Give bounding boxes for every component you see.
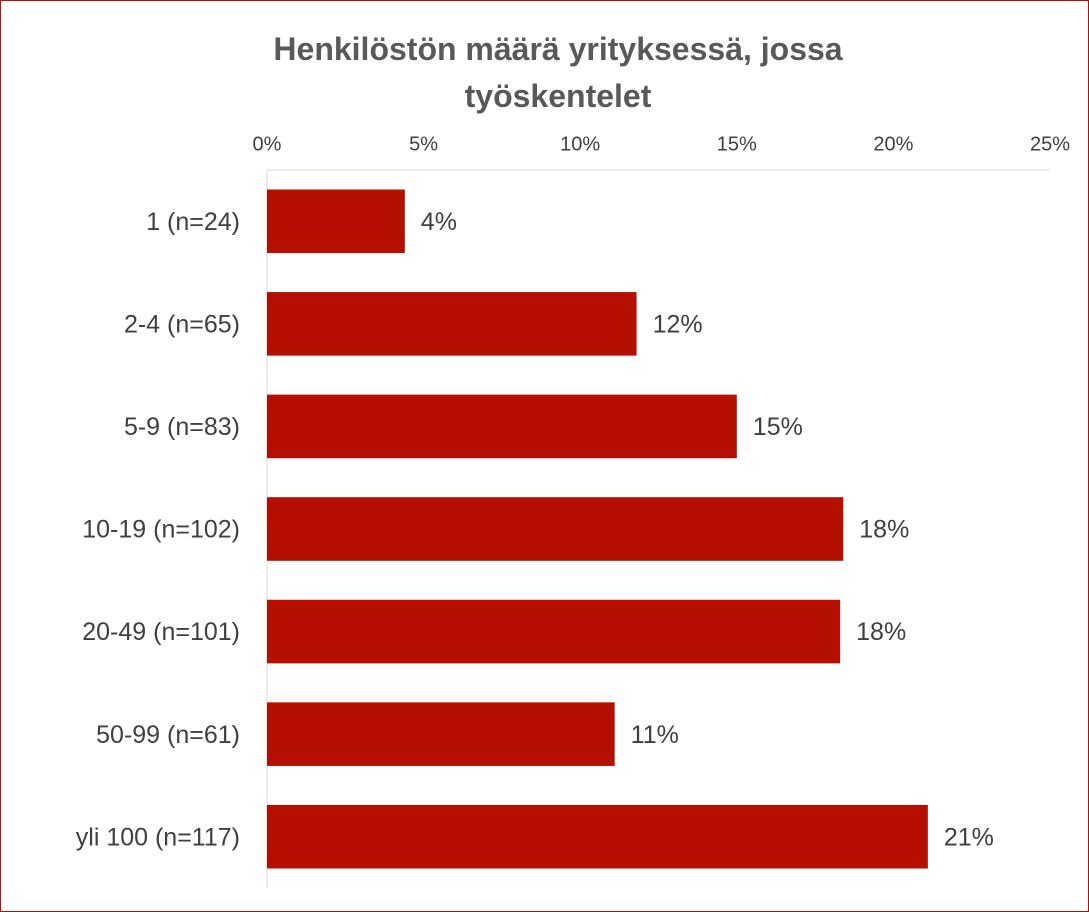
value-label: 11% (631, 721, 679, 749)
y-tick-label: 20-49 (n=101) (82, 618, 240, 646)
value-label: 4% (421, 208, 457, 236)
value-label: 15% (753, 413, 803, 441)
bar (267, 292, 637, 356)
chart-title: Henkilöstön määrä yrityksessä, jossa työ… (273, 31, 843, 114)
y-tick-label: yli 100 (n=117) (76, 823, 240, 851)
bar (267, 189, 405, 254)
x-tick-label: 5% (409, 133, 438, 155)
value-label: 18% (859, 516, 909, 544)
bar (267, 394, 737, 459)
value-label: 12% (653, 310, 703, 338)
x-tick-label: 25% (1030, 133, 1070, 155)
value-label: 21% (944, 823, 994, 851)
bar (267, 599, 841, 664)
value-label: 18% (856, 618, 906, 646)
x-tick-label: 0% (253, 133, 282, 155)
y-tick-label: 10-19 (n=102) (82, 516, 240, 544)
y-tick-label: 50-99 (n=61) (96, 721, 240, 749)
y-tick-label: 1 (n=24) (146, 208, 240, 236)
y-tick-label: 5-9 (n=83) (124, 413, 240, 441)
bar (267, 497, 844, 561)
x-tick-label: 20% (873, 133, 913, 155)
y-tick-label: 2-4 (n=65) (124, 310, 240, 338)
x-tick-label: 10% (560, 133, 600, 155)
x-tick-label: 15% (717, 133, 757, 155)
bar (267, 702, 615, 766)
bar (267, 804, 928, 869)
